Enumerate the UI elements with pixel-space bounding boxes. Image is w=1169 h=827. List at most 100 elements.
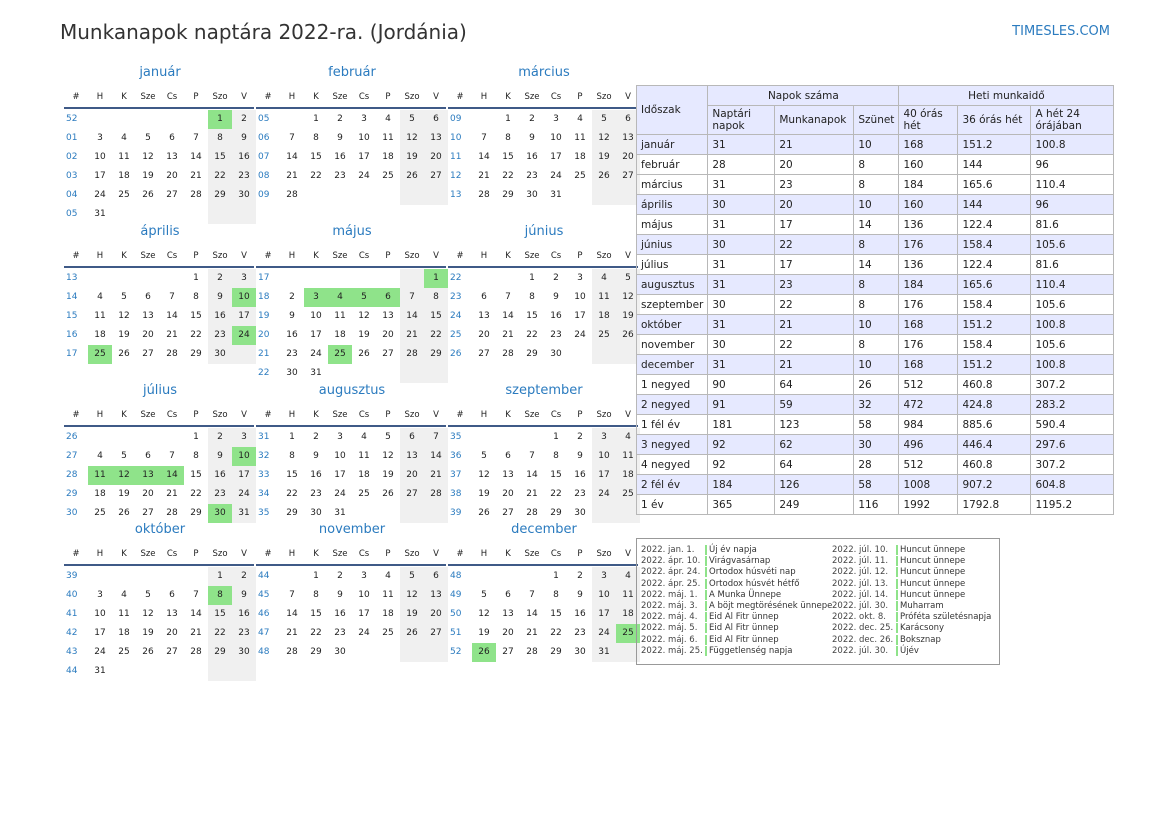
day-cell: 20 — [424, 148, 448, 167]
day-cell: 18 — [334, 330, 346, 340]
day-cell: 27 — [166, 647, 178, 657]
day-cell: 12 — [118, 311, 130, 321]
stats-row: 1 fél év 181 123 58 984 885.6 590.4 — [635, 414, 1115, 435]
day-cell: 9 — [313, 451, 319, 461]
day-cell: 10 — [592, 586, 616, 605]
day-cell: 7 — [529, 590, 535, 600]
day-cell: 29 — [286, 508, 298, 518]
day-cell: 31 — [334, 508, 346, 518]
day-cell: 5 — [481, 590, 487, 600]
day-cell: 8 — [313, 133, 319, 143]
day-cell: 19 — [142, 171, 154, 181]
weekly-hours-header: Heti munkaidő — [898, 85, 1115, 106]
stats-value-cell: 10 — [853, 194, 900, 215]
weekday-header: V — [241, 251, 247, 261]
stats-row: 1 év 365 249 116 1992 1792.8 1195.2 — [635, 494, 1115, 515]
day-cell: 13 — [382, 311, 394, 321]
day-cell: 1 — [529, 273, 535, 283]
header-rule — [64, 266, 254, 268]
weekday-header: Cs — [166, 92, 178, 102]
week-number: 49 — [450, 590, 462, 600]
stats-value-cell: 249 — [774, 494, 855, 515]
day-cell: 5 — [145, 133, 151, 143]
week-number: 43 — [66, 647, 78, 657]
stats-value-cell: 10 — [853, 314, 900, 335]
day-cell: 30 — [208, 345, 232, 364]
weekday-header: P — [577, 92, 583, 102]
holiday-name: Próféta születésnapja — [900, 612, 992, 623]
day-cell: 19 — [616, 307, 640, 326]
stats-value-cell: 126 — [774, 474, 855, 495]
day-cell: 26 — [142, 190, 154, 200]
header-rule — [448, 425, 638, 427]
day-cell: 26 — [118, 349, 130, 359]
day-cell: 13 — [166, 152, 178, 162]
day-cell: 14 — [190, 152, 202, 162]
day-cell: 14 — [190, 609, 202, 619]
weekday-header: # — [456, 549, 464, 559]
day-cell: 15 — [526, 311, 538, 321]
stats-value-cell: 21 — [774, 134, 855, 155]
day-cell: 13 — [478, 311, 490, 321]
workdays-header: Munkanapok — [774, 105, 855, 135]
week-number: 09 — [450, 114, 462, 124]
stats-value-cell: 885.6 — [957, 414, 1032, 435]
day-cell: 18 — [118, 628, 130, 638]
day-cell: 6 — [505, 451, 511, 461]
day-cell: 28 — [526, 647, 538, 657]
stats-row: július 31 17 14 136 122.4 81.6 — [635, 254, 1115, 275]
month-name: február — [328, 65, 376, 80]
day-cell: 9 — [337, 133, 343, 143]
day-cell: 14 — [478, 152, 490, 162]
day-cell: 7 — [481, 133, 487, 143]
day-cell: 7 — [169, 292, 175, 302]
day-cell: 17 — [550, 152, 562, 162]
weekday-header: V — [241, 549, 247, 559]
day-cell: 13 — [400, 447, 424, 466]
weekday-header: Sze — [140, 410, 156, 420]
day-cell: 24 — [592, 624, 616, 643]
site-link[interactable]: TIMESLES.COM — [1012, 24, 1110, 39]
empty-weekend-cell — [424, 643, 448, 662]
holiday-date: 2022. jan. 1. — [641, 545, 695, 555]
stats-row: február 28 20 8 160 144 96 — [635, 154, 1115, 175]
stats-period-cell: március — [635, 174, 709, 195]
day-cell: 10 — [358, 133, 370, 143]
day-cell: 18 — [382, 609, 394, 619]
stats-period-cell: november — [635, 334, 709, 355]
day-cell: 22 — [526, 330, 538, 340]
week-number: 46 — [258, 609, 270, 619]
holiday-name: Huncut ünnepe — [900, 578, 966, 589]
day-cell: 4 — [97, 451, 103, 461]
holiday-list: 2022. jan. 1. Új év napja 2022. ápr. 10. Vi… — [636, 538, 1000, 665]
day-cell: 20 — [400, 466, 424, 485]
weekday-header: V — [625, 92, 631, 102]
day-cell: 16 — [526, 152, 538, 162]
week-number: 31 — [258, 432, 270, 442]
empty-weekend-cell — [208, 205, 232, 224]
day-cell: 23 — [232, 624, 256, 643]
day-cell: 2 — [577, 571, 583, 581]
hours40-header: 40 órás hét — [898, 105, 959, 135]
day-cell: 6 — [145, 451, 151, 461]
day-cell: 20 — [166, 171, 178, 181]
week-number: 42 — [66, 628, 78, 638]
day-cell: 4 — [385, 114, 391, 124]
day-cell: 22 — [502, 171, 514, 181]
day-cell: 29 — [550, 647, 562, 657]
header-rule — [448, 107, 638, 109]
stats-value-cell: 151.2 — [957, 134, 1032, 155]
day-cell: 22 — [424, 326, 448, 345]
weekday-header: Sze — [140, 549, 156, 559]
day-cell: 3 — [97, 133, 103, 143]
day-cell: 3 — [304, 288, 328, 307]
holiday-date: 2022. máj. 25. — [641, 645, 703, 656]
week-number: 52 — [450, 647, 462, 657]
weekday-header: K — [313, 92, 319, 102]
day-cell: 27 — [142, 508, 154, 518]
stats-value-cell: 58 — [853, 414, 900, 435]
day-cell: 30 — [574, 508, 586, 518]
stats-value-cell: 100.8 — [1030, 314, 1115, 335]
stats-value-cell: 31 — [707, 214, 776, 235]
day-cell: 17 — [358, 152, 370, 162]
